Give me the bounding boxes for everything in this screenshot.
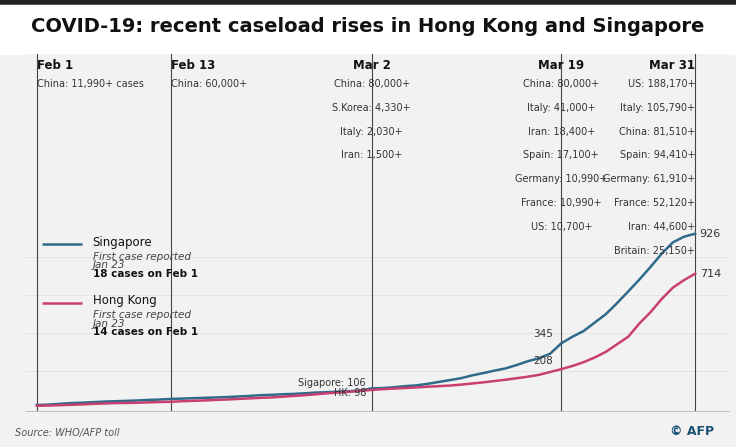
Text: COVID-19: recent caseload rises in Hong Kong and Singapore: COVID-19: recent caseload rises in Hong … — [32, 17, 704, 36]
Text: Iran: 18,400+: Iran: 18,400+ — [528, 127, 595, 137]
Text: First case reported: First case reported — [93, 310, 191, 320]
Text: Mar 2: Mar 2 — [353, 59, 391, 72]
Text: China: 80,000+: China: 80,000+ — [333, 79, 410, 89]
Text: Sigapore: 106: Sigapore: 106 — [298, 378, 366, 388]
Text: Spain: 17,100+: Spain: 17,100+ — [523, 151, 599, 160]
Text: China: 81,510+: China: 81,510+ — [619, 127, 696, 137]
Text: 208: 208 — [534, 356, 553, 366]
Text: First case reported: First case reported — [93, 252, 191, 262]
Text: China: 80,000+: China: 80,000+ — [523, 79, 599, 89]
Text: Italy: 2,030+: Italy: 2,030+ — [340, 127, 403, 137]
Text: S.Korea: 4,330+: S.Korea: 4,330+ — [333, 103, 411, 113]
Text: Iran: 1,500+: Iran: 1,500+ — [341, 151, 403, 160]
Text: Italy: 41,000+: Italy: 41,000+ — [527, 103, 595, 113]
Text: © AFP: © AFP — [670, 425, 714, 438]
Text: China: 11,990+ cases: China: 11,990+ cases — [37, 79, 144, 89]
Text: Jan 23: Jan 23 — [93, 260, 125, 270]
Text: US: 188,170+: US: 188,170+ — [628, 79, 696, 89]
Text: Germany: 10,990+: Germany: 10,990+ — [515, 174, 607, 184]
Text: Source: WHO/AFP toll: Source: WHO/AFP toll — [15, 428, 119, 438]
Text: 14 cases on Feb 1: 14 cases on Feb 1 — [93, 327, 198, 337]
Text: Jan 23: Jan 23 — [93, 319, 125, 329]
Text: China: 60,000+: China: 60,000+ — [171, 79, 247, 89]
Text: Iran: 44,600+: Iran: 44,600+ — [628, 222, 696, 232]
Text: Singapore: Singapore — [93, 236, 152, 249]
Text: 345: 345 — [534, 329, 553, 338]
Text: 18 cases on Feb 1: 18 cases on Feb 1 — [93, 269, 198, 279]
Text: 714: 714 — [700, 269, 721, 278]
Text: Hong Kong: Hong Kong — [93, 295, 157, 308]
Text: Feb 1: Feb 1 — [37, 59, 73, 72]
Text: HK: 98: HK: 98 — [333, 388, 366, 398]
Text: Spain: 94,410+: Spain: 94,410+ — [620, 151, 696, 160]
Text: 926: 926 — [700, 229, 721, 239]
Text: Mar 31: Mar 31 — [649, 59, 696, 72]
Text: France: 10,990+: France: 10,990+ — [521, 198, 601, 208]
Text: Italy: 105,790+: Italy: 105,790+ — [620, 103, 696, 113]
Text: Mar 19: Mar 19 — [538, 59, 584, 72]
Text: Britain: 25,150+: Britain: 25,150+ — [615, 245, 696, 256]
Text: Feb 13: Feb 13 — [171, 59, 215, 72]
Text: France: 52,120+: France: 52,120+ — [614, 198, 696, 208]
Text: US: 10,700+: US: 10,700+ — [531, 222, 592, 232]
Text: Germany: 61,910+: Germany: 61,910+ — [603, 174, 696, 184]
